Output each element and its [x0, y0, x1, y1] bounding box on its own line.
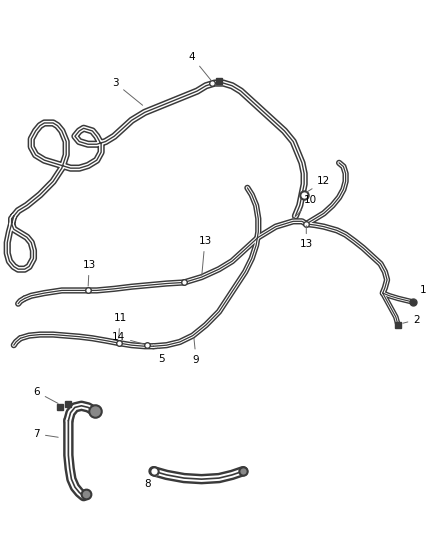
Text: 14: 14 — [112, 332, 143, 344]
Text: 13: 13 — [198, 236, 212, 276]
Text: 1: 1 — [415, 286, 427, 300]
Text: 11: 11 — [113, 313, 127, 338]
Text: 9: 9 — [193, 338, 199, 365]
Text: 4: 4 — [188, 52, 212, 81]
Text: 5: 5 — [158, 348, 165, 364]
Text: 6: 6 — [33, 387, 58, 403]
Text: 13: 13 — [300, 225, 313, 249]
Text: 7: 7 — [33, 429, 58, 439]
Text: 2: 2 — [403, 314, 420, 325]
Text: 13: 13 — [83, 260, 96, 286]
Text: 8: 8 — [145, 475, 158, 489]
Text: 10: 10 — [293, 195, 317, 219]
Text: 3: 3 — [112, 78, 143, 105]
Text: 12: 12 — [307, 176, 331, 192]
